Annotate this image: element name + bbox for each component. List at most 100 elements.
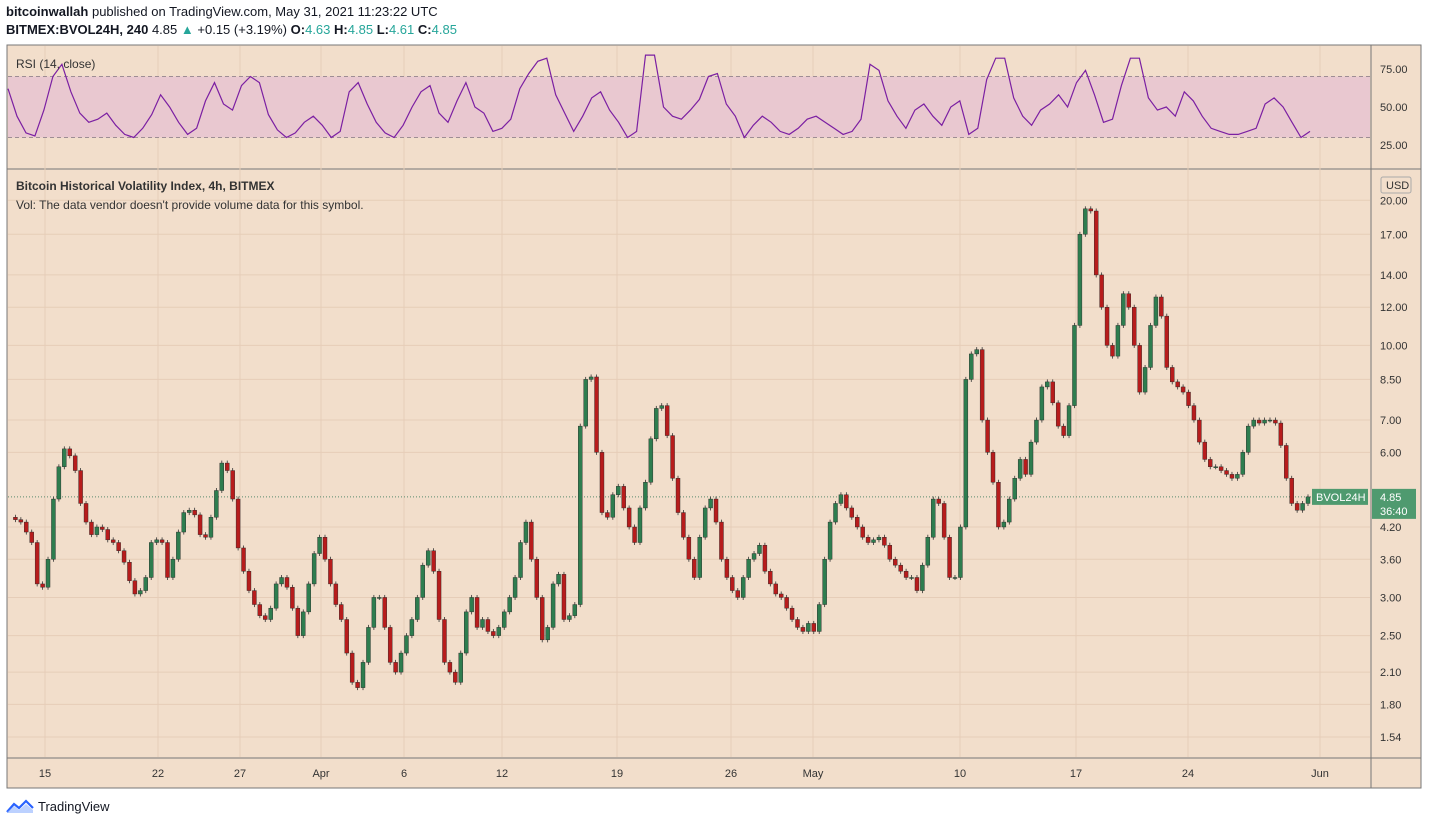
candle-body (18, 519, 24, 523)
price-tick-label: 20.00 (1380, 195, 1408, 207)
candle-body (371, 597, 377, 628)
change-up-icon: ▲ (180, 22, 194, 37)
rsi-series-line[interactable] (7, 54, 1311, 139)
time-tick-label: May (803, 768, 824, 780)
candle-body (952, 577, 958, 579)
candle-body (621, 486, 626, 509)
candle-body (996, 482, 1001, 528)
currency-label: USD (1386, 180, 1409, 192)
candle-body (1218, 466, 1224, 471)
candle-body (931, 498, 936, 538)
rsi-title: RSI (14, close) (16, 57, 95, 71)
candle-body (974, 349, 979, 355)
candle-body (708, 498, 713, 509)
candle-body (567, 615, 572, 620)
candle-body (56, 466, 62, 500)
candle-body (1045, 381, 1050, 388)
price-tick-label: 3.60 (1380, 554, 1401, 566)
candle-body (1208, 459, 1213, 467)
candle-body (626, 507, 632, 528)
candle-body (263, 615, 268, 620)
candle-body (762, 545, 768, 572)
rsi-tick-label: 50.00 (1380, 102, 1408, 114)
candle-body (1186, 391, 1191, 406)
footer-brand[interactable]: TradingView (6, 798, 110, 814)
candle-body (322, 537, 328, 560)
volume-note: Vol: The data vendor doesn't provide vol… (16, 198, 364, 212)
candle-body (903, 571, 909, 578)
candle-body (583, 379, 588, 427)
candle-body (887, 545, 893, 560)
candle-body (778, 593, 784, 598)
last-value-bg (1372, 488, 1416, 519)
candle-body (1294, 503, 1300, 511)
candle-body (165, 542, 170, 578)
candle-body (1284, 445, 1289, 479)
candle-body (914, 577, 920, 591)
candle-body (735, 590, 740, 598)
tradingview-logo-icon (6, 799, 34, 813)
candle-body (94, 526, 100, 535)
candle-body (393, 662, 398, 673)
candle-body (1159, 296, 1164, 317)
candle-body (578, 425, 583, 605)
symbol-name: BITMEX:BVOL24H, 240 (6, 22, 149, 37)
price-tick-label: 7.00 (1380, 415, 1401, 427)
candle-body (632, 526, 637, 543)
candle-body (963, 379, 969, 528)
candle-body (458, 652, 463, 683)
candle-body (686, 537, 692, 560)
candle-body (556, 574, 561, 585)
candle-body (599, 452, 605, 513)
price-tick-label: 10.00 (1380, 340, 1408, 352)
candle-body (1197, 419, 1202, 443)
publisher-name[interactable]: bitcoinwallah (6, 4, 89, 19)
candle-body (51, 498, 56, 560)
candle-body (882, 537, 887, 546)
candle-body (431, 550, 436, 572)
candle-body (339, 604, 344, 620)
time-tick-label: 26 (725, 768, 737, 780)
candle-body (550, 583, 556, 628)
time-axis-ticks: 15 22 27 Apr 6 12 19 26 May 10 17 24 Jun (39, 768, 1329, 780)
candle-body (355, 682, 360, 688)
candle-body (366, 627, 371, 663)
candle-body (45, 559, 51, 588)
candle-body (203, 534, 208, 538)
candle-body (464, 611, 469, 654)
candle-body (768, 571, 773, 585)
candle-body (425, 550, 431, 566)
candle-body (1202, 441, 1208, 460)
candle-body (730, 577, 735, 591)
candle-body (241, 547, 246, 572)
candle-body (284, 577, 290, 588)
candle-body (1007, 498, 1012, 523)
candle-body (1066, 405, 1072, 436)
candle-body (1246, 425, 1251, 453)
last-symbol-bg (1312, 488, 1368, 505)
candle-body (969, 353, 974, 380)
candle-body (62, 448, 67, 467)
candle-body (855, 517, 860, 528)
candle-body (1028, 441, 1034, 475)
candle-body (78, 470, 83, 504)
candle-body (893, 559, 898, 566)
candle-body (795, 619, 800, 628)
candle-body (1191, 405, 1197, 421)
candle-body (789, 607, 795, 620)
candle-body (100, 526, 105, 530)
candle-body (132, 580, 138, 595)
price-change: +0.15 (+3.19%) (197, 22, 288, 37)
chart-background (6, 44, 1422, 789)
last-price: 4.85 (151, 22, 178, 37)
candle-body (1099, 274, 1104, 308)
candle-body (1164, 315, 1169, 368)
candle-body (377, 597, 382, 599)
candles (13, 206, 1311, 691)
candle-body (719, 521, 724, 560)
candle-body (1273, 419, 1278, 424)
price-tick-label: 14.00 (1380, 270, 1408, 282)
candle-body (1137, 345, 1142, 393)
time-tick-label: 27 (234, 768, 246, 780)
